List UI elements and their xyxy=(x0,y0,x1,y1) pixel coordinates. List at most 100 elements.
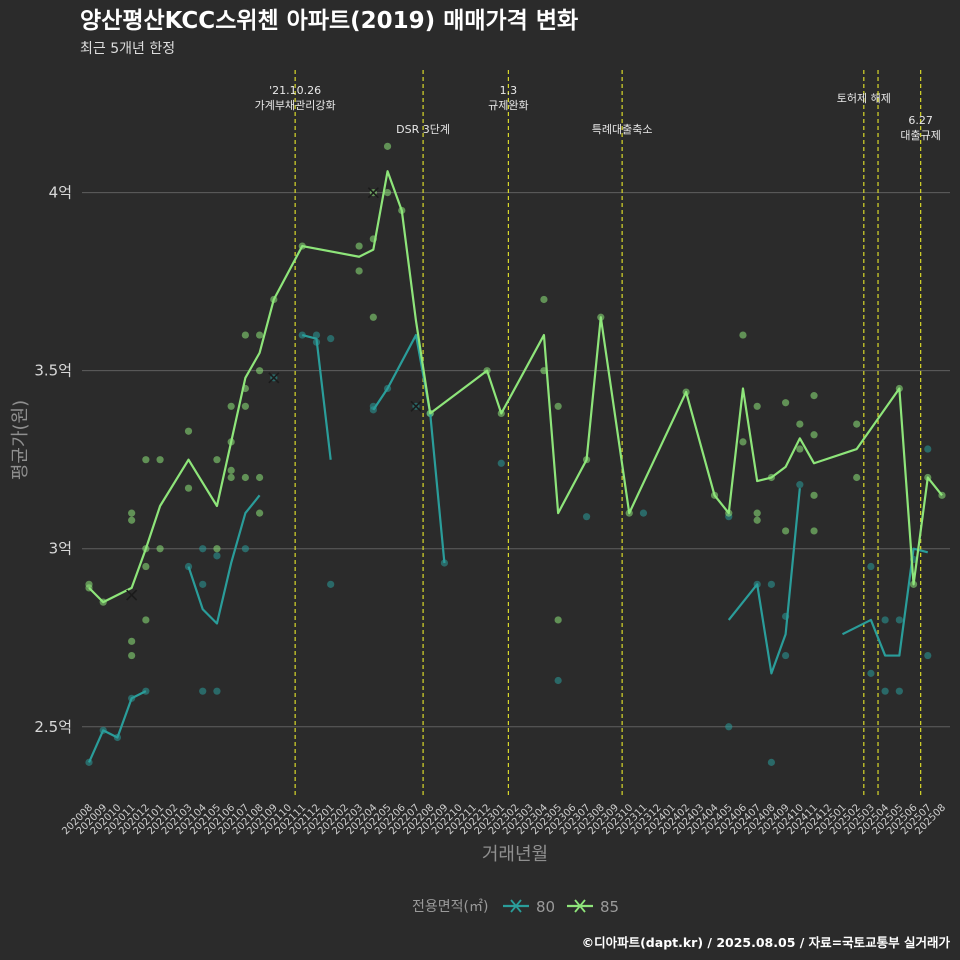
data-point-85 xyxy=(810,431,818,439)
policy-event-label: 규제완화 xyxy=(488,99,528,112)
y-tick-label: 3.5억 xyxy=(34,362,72,380)
marker-stroke xyxy=(126,589,138,601)
series-line-80 xyxy=(727,488,801,675)
data-point-80 xyxy=(881,687,889,695)
policy-event-label: 6.27 xyxy=(908,114,933,127)
data-point-85 xyxy=(256,331,264,339)
data-point-85 xyxy=(227,466,235,474)
data-point-85 xyxy=(142,616,150,624)
data-point-80 xyxy=(199,545,207,553)
highlight-marker-85 xyxy=(126,589,138,601)
series-line-80 xyxy=(87,690,147,763)
highlight-marker-80 xyxy=(410,400,422,412)
data-point-85 xyxy=(739,331,747,339)
data-point-80 xyxy=(725,723,733,731)
policy-event-label: DSR 3단계 xyxy=(396,123,450,136)
policy-event-label: '21.10.26 xyxy=(269,84,321,97)
chart-title: 양산평산KCC스위첸 아파트(2019) 매매가격 변화 xyxy=(80,8,578,34)
data-point-80 xyxy=(867,562,875,571)
data-point-85 xyxy=(796,420,804,428)
y-tick-label: 4억 xyxy=(49,184,72,202)
data-point-80 xyxy=(582,513,591,521)
data-point-85 xyxy=(739,438,747,446)
data-point-80 xyxy=(782,651,790,660)
series-line-80 xyxy=(301,334,332,460)
data-point-85 xyxy=(142,562,150,571)
series-line-80 xyxy=(841,547,929,657)
data-point-85 xyxy=(810,392,818,400)
data-point-85 xyxy=(227,402,235,410)
policy-event-label: 가계부채관리강화 xyxy=(255,99,336,112)
series-line-85 xyxy=(88,170,943,604)
data-point-85 xyxy=(256,473,264,482)
marker-stroke xyxy=(367,187,379,199)
x-axis: 2020082020092020102020112020122021012021… xyxy=(60,802,948,837)
legend-swatch-cross xyxy=(510,899,522,913)
data-point-85 xyxy=(753,509,761,517)
data-point-85 xyxy=(156,545,164,553)
y-tick-label: 2.5억 xyxy=(34,718,72,736)
data-point-85 xyxy=(142,456,150,464)
data-point-85 xyxy=(753,516,761,524)
data-point-85 xyxy=(213,545,221,553)
data-point-85 xyxy=(383,142,392,150)
data-point-80 xyxy=(213,687,221,695)
data-point-85 xyxy=(156,456,164,464)
data-point-85 xyxy=(383,189,392,197)
data-point-80 xyxy=(639,509,648,517)
data-point-85 xyxy=(256,367,264,375)
data-point-85 xyxy=(256,509,264,517)
gridlines xyxy=(82,192,950,728)
policy-event-label: 1.3 xyxy=(500,84,518,97)
data-point-80 xyxy=(241,545,249,553)
data-point-80 xyxy=(796,481,804,489)
data-point-85 xyxy=(227,473,235,482)
legend-label: 80 xyxy=(536,898,555,916)
data-point-80 xyxy=(895,687,903,695)
data-point-85 xyxy=(782,527,790,535)
data-point-80 xyxy=(767,580,776,588)
data-point-85 xyxy=(782,399,790,407)
policy-event-label: 토허제 해제 xyxy=(837,91,891,105)
legend-swatch-cross xyxy=(574,899,586,913)
data-point-80 xyxy=(881,616,889,624)
series-line-80 xyxy=(372,333,446,564)
y-tick-label: 3억 xyxy=(49,540,72,558)
data-point-80 xyxy=(924,651,932,660)
legend: 전용면적(㎡) 80 85 xyxy=(412,898,619,916)
data-point-85 xyxy=(853,420,861,428)
data-point-85 xyxy=(241,402,249,410)
data-point-80 xyxy=(199,580,207,588)
data-point-80 xyxy=(327,335,335,343)
highlight-marker-85 xyxy=(367,187,379,199)
legend-title: 전용면적(㎡) xyxy=(412,899,488,915)
data-point-85 xyxy=(128,637,136,645)
x-axis-title: 거래년월 xyxy=(482,844,548,865)
data-point-85 xyxy=(540,295,548,304)
data-point-80 xyxy=(924,445,932,453)
data-point-85 xyxy=(810,491,818,499)
y-axis-title: 평균가(원) xyxy=(10,400,31,480)
data-point-85 xyxy=(184,484,193,492)
data-point-85 xyxy=(355,267,363,275)
data-point-80 xyxy=(213,552,221,560)
data-point-80 xyxy=(895,616,903,624)
data-point-85 xyxy=(810,527,818,535)
marker-stroke xyxy=(268,372,280,384)
legend-item-85: 85 xyxy=(567,898,619,916)
data-point-80 xyxy=(867,669,875,677)
data-point-80 xyxy=(199,687,207,695)
data-point-85 xyxy=(128,651,136,660)
y-axis: 2.5억 3억 3.5억 4억 xyxy=(34,184,72,736)
data-point-85 xyxy=(241,473,249,482)
data-point-85 xyxy=(753,402,761,410)
data-point-85 xyxy=(241,331,249,339)
data-point-85 xyxy=(128,509,136,517)
data-point-85 xyxy=(213,456,221,464)
policy-event-label: 대출규제 xyxy=(900,129,940,142)
highlight-marker-80 xyxy=(268,372,280,384)
data-point-85 xyxy=(853,473,861,482)
policy-event-label: 특례대출축소 xyxy=(592,123,653,136)
